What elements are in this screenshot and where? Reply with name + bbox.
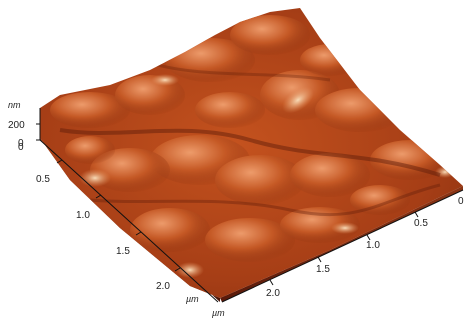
left-axis-tick-label: 1.0 <box>76 210 90 221</box>
left-axis-tick-label: 1.5 <box>116 246 130 257</box>
left-axis-tick-label: 2.0 <box>156 281 170 292</box>
surface-front-right-side <box>220 186 463 302</box>
right-axis-unit: µm <box>212 308 225 318</box>
right-axis-tick-label: 0.5 <box>414 218 428 229</box>
z-axis: nm 200 0 <box>8 100 41 149</box>
z-axis-unit: nm <box>8 100 21 110</box>
right-axis-tick-label: 2.0 <box>266 288 280 299</box>
right-axis-tick-label: 1.5 <box>316 264 330 275</box>
z-tick-label: 200 <box>8 120 25 131</box>
left-horizontal-axis: 0 0.5 1.0 1.5 2.0 µm <box>18 139 219 304</box>
left-axis-tick-label: 0.5 <box>36 174 50 185</box>
right-horizontal-axis: 0 0.5 1.0 1.5 2.0 µm <box>212 189 464 318</box>
z-tick-label: 0 <box>18 138 24 149</box>
left-axis-unit: µm <box>186 294 199 304</box>
left-axis-tick-label: 0 <box>18 142 24 153</box>
right-axis-tick-label: 0 <box>458 196 464 207</box>
right-axis-tick-label: 1.0 <box>366 240 380 251</box>
